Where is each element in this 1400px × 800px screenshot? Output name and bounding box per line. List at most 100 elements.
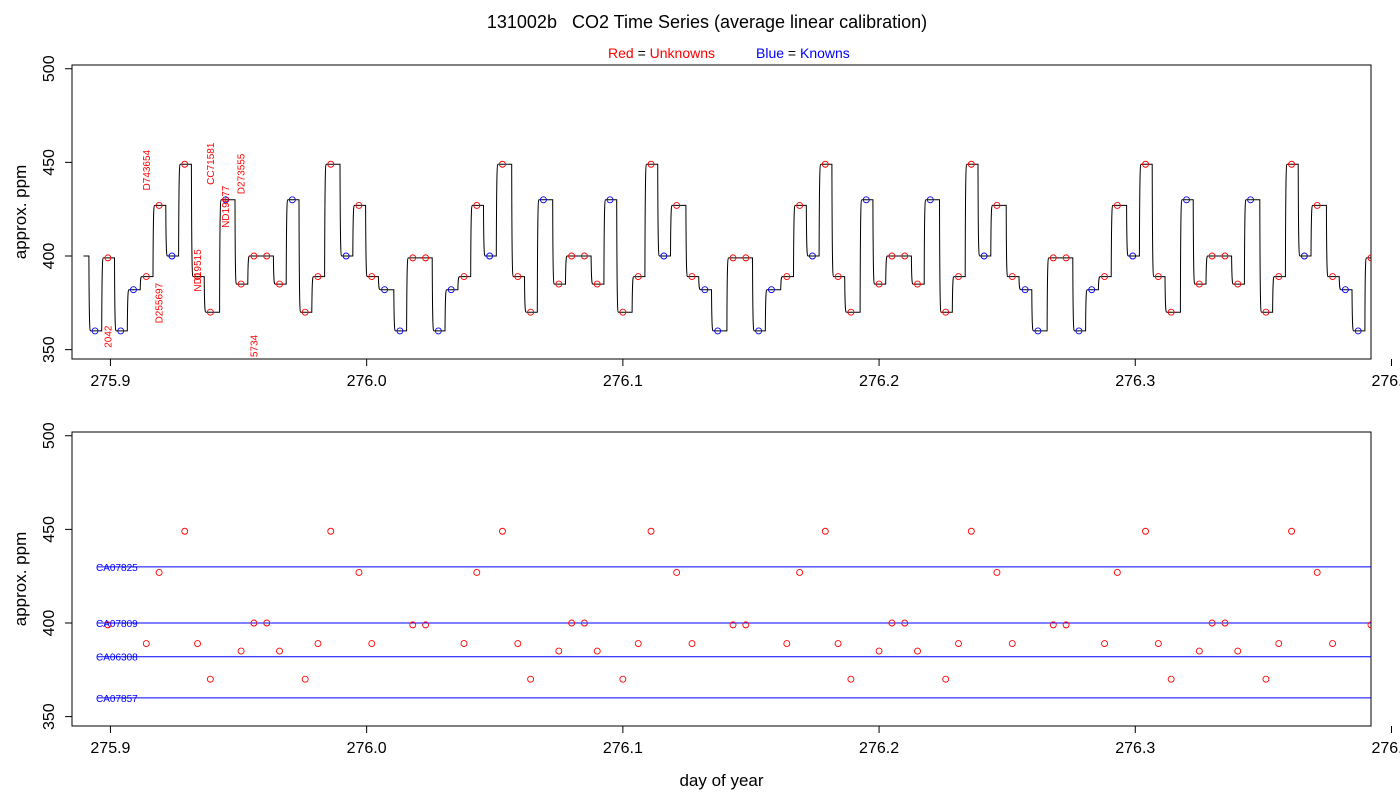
unknown-point [1142, 527, 1149, 535]
top-y-tick-label: 500 [41, 55, 58, 82]
unknown-point [181, 527, 189, 535]
known-point [768, 286, 775, 294]
known-point [606, 196, 614, 204]
bottom-plot-frame [71, 431, 1372, 727]
known-point [222, 196, 230, 204]
unknown-point [1062, 621, 1070, 629]
unknown-point [355, 568, 363, 576]
unknown-point [619, 308, 627, 316]
unknown-point [796, 568, 804, 576]
unknown-point [729, 621, 737, 629]
known-point [447, 286, 455, 294]
sample-id-label: ND19515 [193, 249, 204, 292]
unknown-point [250, 619, 258, 627]
known-point [486, 252, 494, 260]
sample-id-label: D743654 [142, 149, 153, 190]
unknown-point [514, 273, 522, 281]
legend-blue-name: Knowns [800, 45, 850, 61]
bottom-x-tick-label: 276.1 [603, 740, 643, 757]
unknown-point [181, 160, 189, 168]
unknown-point [1288, 160, 1296, 168]
unknown-point [368, 640, 376, 648]
unknown-point [1262, 308, 1270, 316]
unknown-point [888, 619, 896, 627]
unknown-point [1113, 201, 1121, 209]
unknown-point [1154, 640, 1162, 648]
unknown-point [276, 647, 283, 655]
unknown-point [1195, 647, 1203, 655]
unknown-point [460, 273, 468, 281]
unknown-point [834, 640, 842, 648]
unknown-point [1113, 568, 1121, 576]
sample-id-label: D255697 [155, 282, 166, 323]
unknown-point [1221, 619, 1229, 627]
known-point [1341, 286, 1349, 294]
unknown-point [955, 640, 962, 648]
known-point [1183, 196, 1190, 204]
unknown-point [263, 619, 271, 627]
unknown-point [847, 308, 855, 316]
unknown-point [1234, 647, 1242, 655]
known-point [539, 196, 547, 204]
sample-id-label: ND19677 [221, 185, 232, 228]
known-point [701, 286, 709, 294]
unknown-point [673, 201, 681, 209]
title-text: CO2 Time Series (average linear calibrat… [571, 12, 928, 32]
unknown-point [314, 273, 322, 281]
unknown-point [847, 675, 855, 683]
unknown-point [1049, 254, 1057, 262]
unknown-point [155, 201, 163, 209]
unknown-point [473, 568, 481, 576]
unknown-point [409, 621, 417, 629]
unknown-point [1195, 280, 1203, 288]
unknown-point [688, 273, 696, 281]
known-point [1075, 327, 1083, 335]
unknown-point [568, 619, 576, 627]
unknown-point [1008, 640, 1016, 648]
top-x-tick-label: 276.0 [347, 373, 387, 390]
unknown-point [301, 675, 309, 683]
unknown-point [688, 640, 696, 648]
unknown-point [914, 280, 921, 288]
unknown-point [155, 568, 163, 576]
known-point [809, 252, 816, 260]
unknown-point [955, 273, 962, 281]
unknown-point [901, 619, 909, 627]
unknown-point [1208, 252, 1216, 260]
unknown-point [742, 621, 750, 629]
unknown-point [742, 254, 750, 262]
legend-red-color: Red [608, 45, 634, 61]
unknown-point [580, 619, 588, 627]
unknown-point [580, 252, 588, 260]
bottom-y-tick-label: 400 [41, 610, 58, 637]
unknown-point [314, 640, 322, 648]
chart-title: 131002b CO2 Time Series (average linear … [0, 12, 1400, 33]
unknown-point [1008, 273, 1016, 281]
known-point [1247, 196, 1255, 204]
unknown-point [555, 280, 563, 288]
known-point [1300, 252, 1308, 260]
unknown-point [1313, 201, 1321, 209]
unknown-point [914, 647, 921, 655]
unknown-point [555, 647, 563, 655]
unknown-point [327, 160, 335, 168]
known-point [1088, 286, 1096, 294]
unknown-point [993, 568, 1001, 576]
known-point [168, 252, 176, 260]
sample-id-label: 5734 [249, 334, 260, 357]
known-point [396, 327, 404, 335]
unknown-point [206, 675, 214, 683]
unknown-point [498, 160, 506, 168]
unknown-point [514, 640, 522, 648]
known-point [1354, 327, 1362, 335]
unknown-point [875, 647, 883, 655]
unknown-point [1313, 568, 1321, 576]
unknown-point [1142, 160, 1149, 168]
unknown-point [250, 252, 258, 260]
top-x-tick-label: 276.3 [1115, 373, 1155, 390]
known-point [926, 196, 934, 204]
unknown-point [460, 640, 468, 648]
standard-id-label: CA06308 [96, 653, 138, 664]
unknown-point [194, 273, 201, 281]
unknown-point [967, 527, 975, 535]
